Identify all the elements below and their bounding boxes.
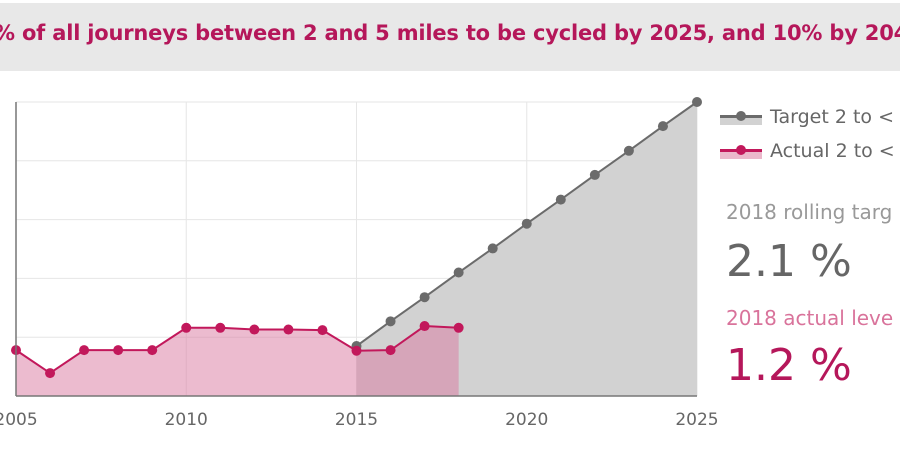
target-point <box>657 121 668 132</box>
x-tick-label: 2010 <box>165 410 208 430</box>
chart-title: % of all journeys between 2 and 5 miles … <box>0 21 900 45</box>
actual-point <box>215 322 226 333</box>
legend-item-target[interactable]: Target 2 to < 5 <box>720 100 900 134</box>
actual-point <box>45 368 56 379</box>
target-point <box>419 292 430 303</box>
x-tick-label: 2025 <box>675 410 718 430</box>
actual-stat-label: 2018 actual leve <box>726 306 894 330</box>
target-point <box>589 169 600 180</box>
target-area <box>356 102 697 396</box>
target-point <box>555 194 566 205</box>
actual-swatch-icon <box>720 143 762 159</box>
target-swatch-icon <box>720 109 762 125</box>
target-point <box>487 243 498 254</box>
actual-point <box>283 324 294 335</box>
actual-point <box>317 325 328 336</box>
actual-point <box>249 324 260 335</box>
actual-stat-value: 1.2 % <box>726 340 852 391</box>
target-point <box>385 316 396 327</box>
legend-item-actual[interactable]: Actual 2 to < 5 <box>720 134 900 168</box>
target-point <box>521 218 532 229</box>
legend-label-actual: Actual 2 to < 5 <box>770 140 900 162</box>
target-point <box>692 97 702 107</box>
x-tick-label: 2020 <box>505 410 548 430</box>
legend: Target 2 to < 5 Actual 2 to < 5 <box>720 100 900 168</box>
actual-point <box>113 345 124 356</box>
actual-point <box>453 322 464 333</box>
actual-point <box>419 321 430 332</box>
target-point <box>623 145 634 156</box>
actual-line <box>15 325 459 375</box>
actual-point <box>351 345 362 356</box>
title-bar: % of all journeys between 2 and 5 miles … <box>0 3 900 71</box>
target-stat-value: 2.1 % <box>726 236 852 287</box>
actual-point <box>79 345 90 356</box>
actual-point <box>385 345 396 356</box>
actual-area <box>16 326 459 396</box>
actual-point <box>181 322 192 333</box>
x-tick-label: 2005 <box>0 410 38 430</box>
x-tick-label: 2015 <box>335 410 378 430</box>
target-point <box>453 267 464 278</box>
target-stat-label: 2018 rolling targ <box>726 200 893 224</box>
legend-label-target: Target 2 to < 5 <box>770 106 900 128</box>
actual-point <box>147 345 158 356</box>
